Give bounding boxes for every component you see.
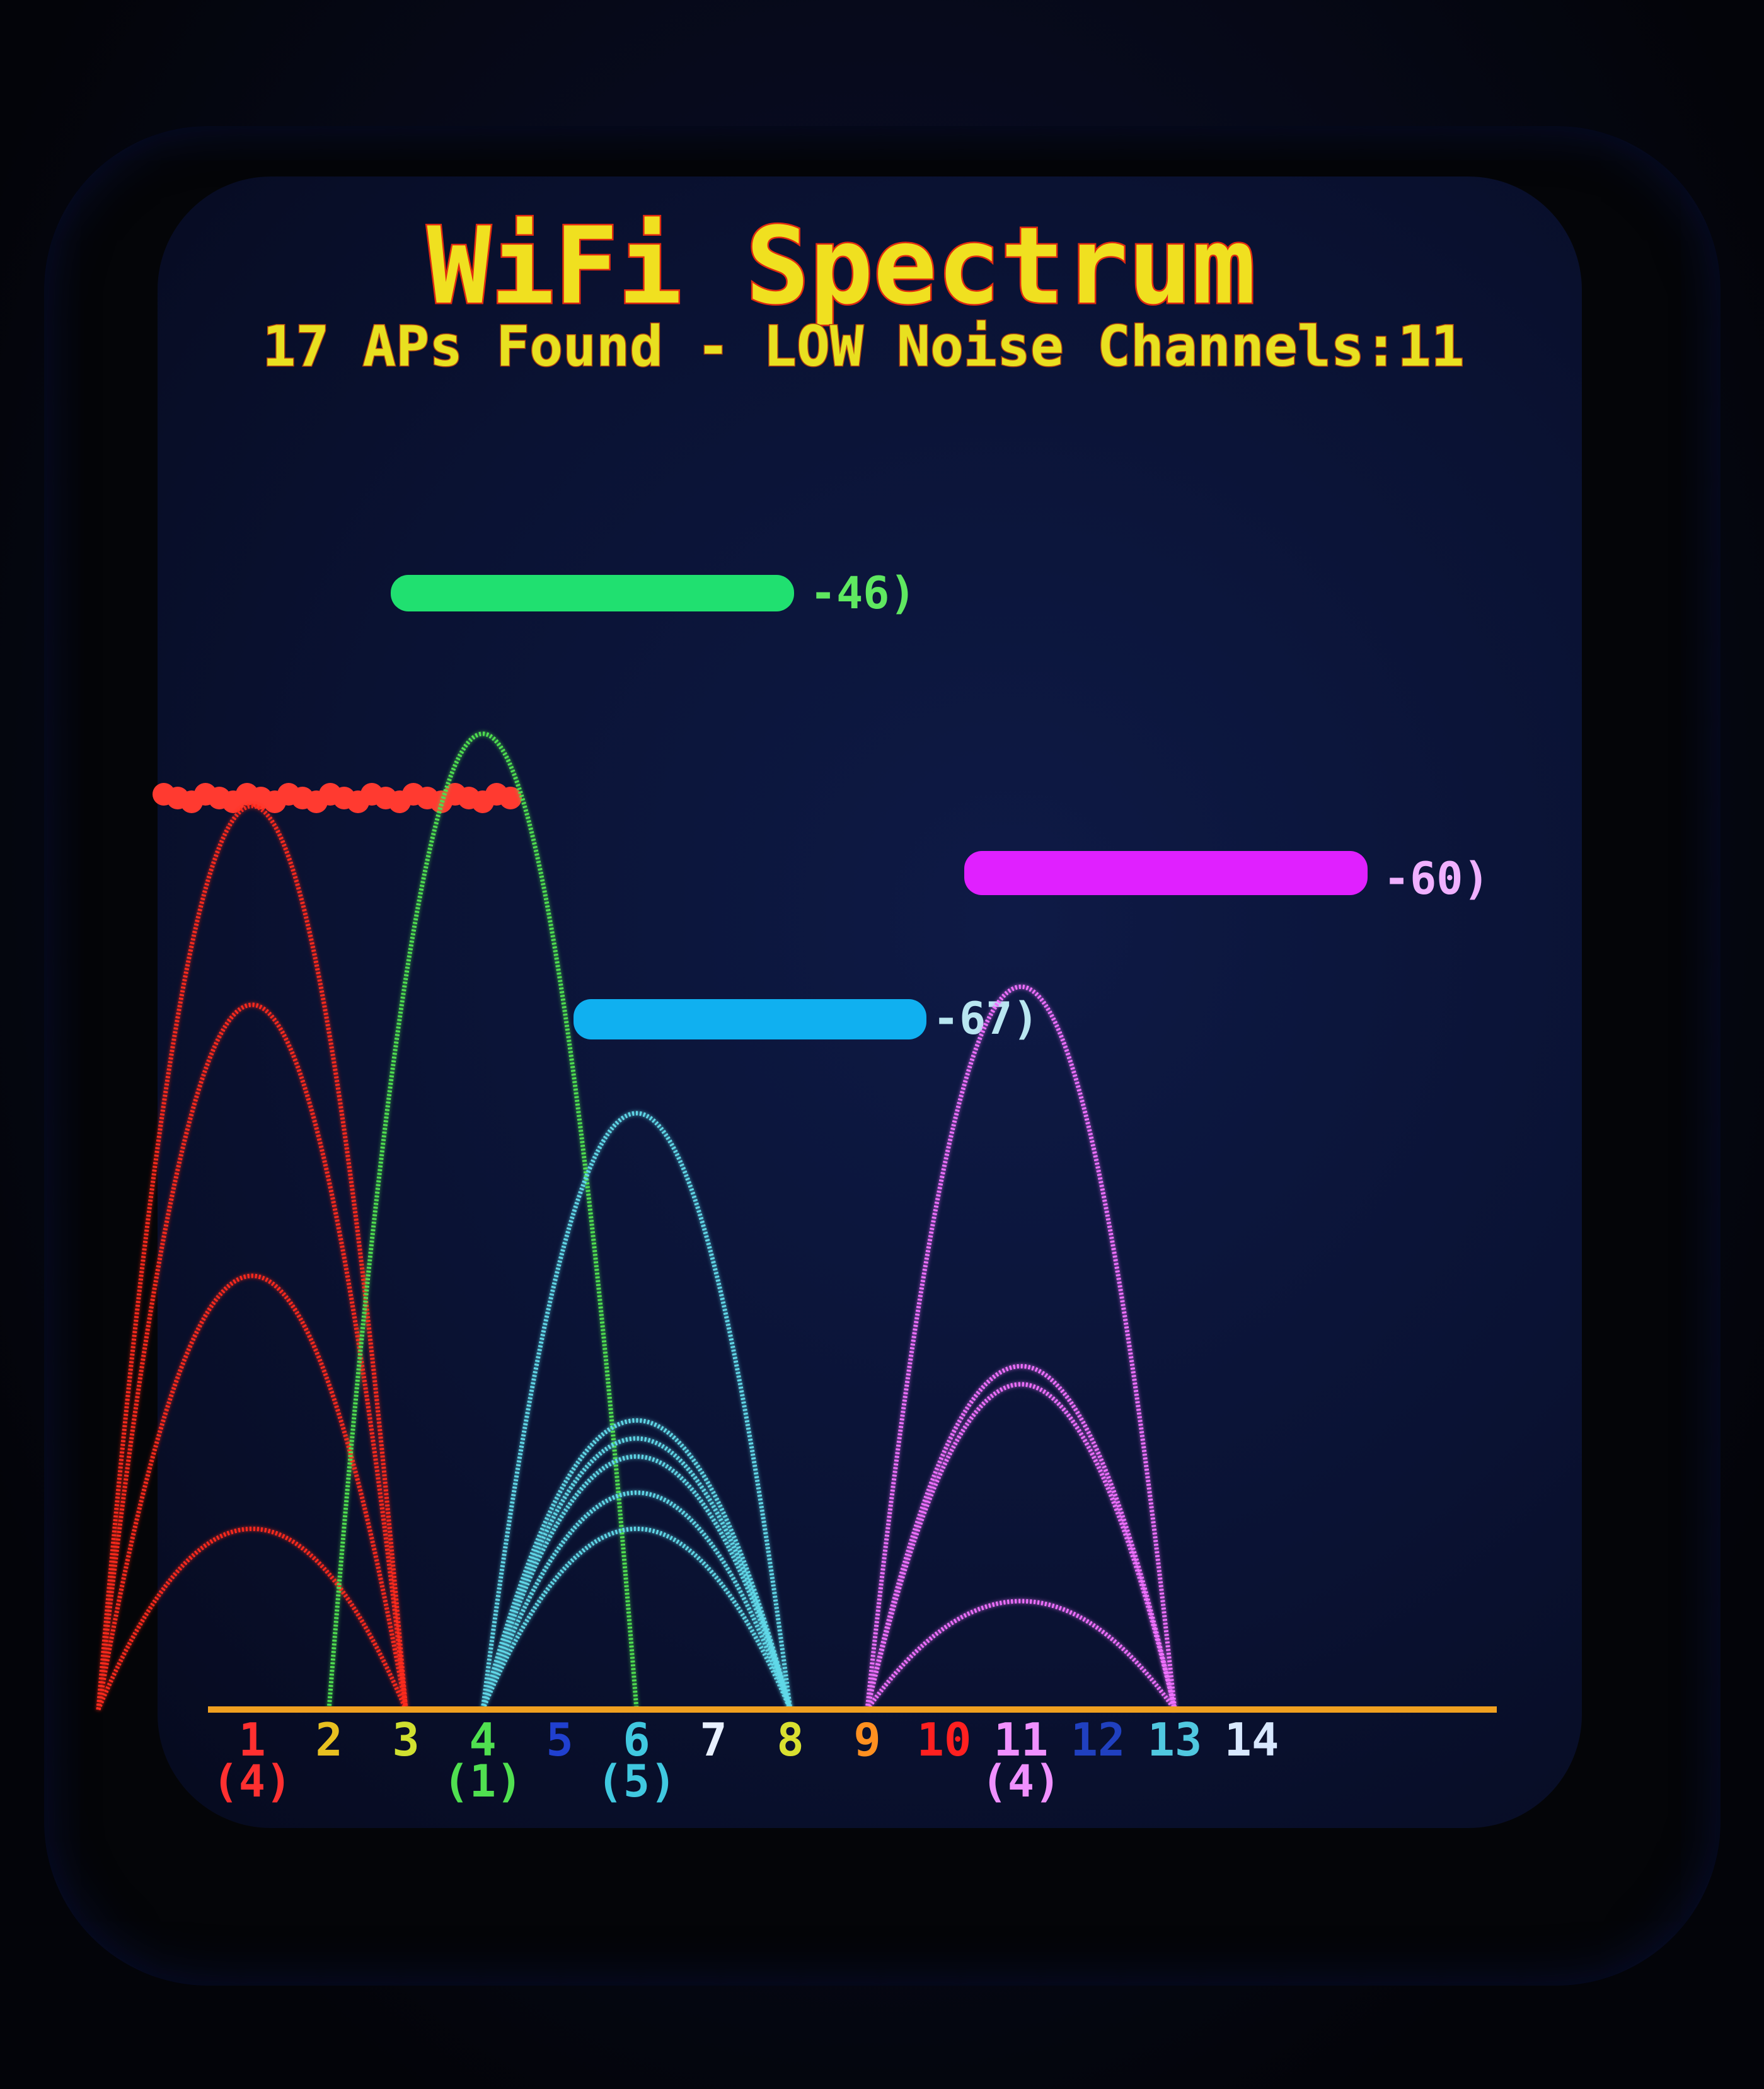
ap-curve-ch1-3 (96, 1526, 408, 1711)
channel-ap-count: (5) (597, 1756, 676, 1807)
ap-curve-ch6-0 (480, 1111, 793, 1710)
ap-curve-ch1-2 (96, 1273, 408, 1710)
ap-curve-ch1-1 (96, 1002, 408, 1710)
ap-curve-ch11-1 (865, 1364, 1177, 1710)
ap-signal-label: -60) (1383, 853, 1490, 905)
channel-label: 5 (546, 1713, 573, 1766)
channel-label: 7 (700, 1713, 727, 1766)
signal-curves (96, 731, 1177, 1711)
channel-labels: 1 2 3 4 5 6 7 8 9 10 11 12 13 14 (238, 1713, 1279, 1766)
channel-label: 3 (392, 1713, 419, 1766)
ap-curve-ch11-0 (865, 985, 1177, 1710)
ap-curve-ch6-1 (480, 1418, 793, 1710)
channel-label: 6 (623, 1713, 650, 1766)
ap-curve-ch11-2 (865, 1382, 1177, 1710)
redaction-red-dot (499, 787, 522, 809)
subtitle: 17 APs Found - LOW Noise Channels:11 (262, 314, 1464, 379)
ap-labels: -46) -60) -67) (810, 567, 1490, 1044)
channel-label: 10 (917, 1713, 972, 1766)
channel-label: 8 (776, 1713, 804, 1766)
channel-label: 14 (1225, 1713, 1279, 1766)
channel-ap-count: (4) (981, 1756, 1061, 1807)
redaction-magenta (964, 851, 1368, 895)
ssid-redactions (153, 575, 1368, 1039)
redaction-blue (574, 999, 926, 1039)
ap-curve-ch11-3 (865, 1599, 1177, 1711)
channel-label: 1 (238, 1713, 265, 1766)
ap-curve-ch6-4 (480, 1490, 793, 1711)
channel-label: 2 (315, 1713, 342, 1766)
ap-signal-label: -46) (810, 567, 916, 619)
ap-signal-label: -67) (933, 993, 1039, 1044)
channel-label: 12 (1071, 1713, 1126, 1766)
channel-counts: (4) (1) (5) (4) (212, 1756, 1061, 1807)
channel-label: 11 (994, 1713, 1049, 1766)
ap-curve-ch6-2 (480, 1436, 793, 1710)
title: WiFi Spectrum (427, 204, 1256, 328)
channel-ap-count: (1) (443, 1756, 522, 1807)
channel-ap-count: (4) (212, 1756, 292, 1807)
ap-curve-ch4-0 (326, 731, 639, 1710)
ap-curve-ch1-0 (96, 804, 408, 1710)
channel-label: 4 (469, 1713, 496, 1766)
redaction-green (391, 575, 794, 611)
channel-label: 13 (1148, 1713, 1202, 1766)
ap-curve-ch6-3 (480, 1454, 793, 1711)
channel-label: 9 (853, 1713, 880, 1766)
